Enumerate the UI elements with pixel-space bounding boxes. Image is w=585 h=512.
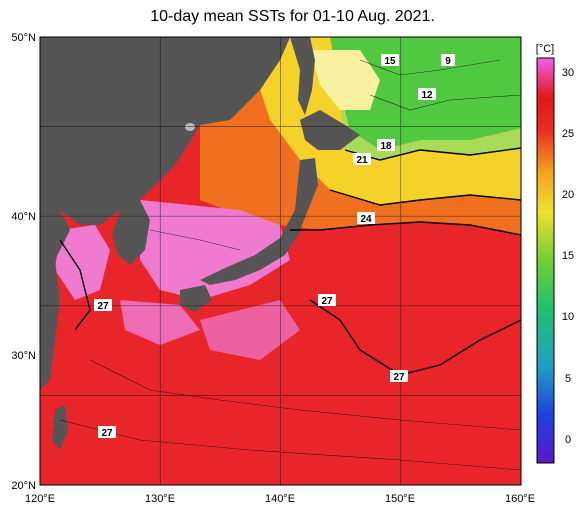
lon-label-120e: 120°E [25,493,55,505]
lat-label-20n: 20°N [11,480,36,492]
contour-label-group: 9 12 15 18 21 24 27 27 27 27 [94,54,455,439]
pale-yellow-region [310,50,380,110]
cool-band-region [340,90,521,160]
lon-label-130e: 130°E [145,493,175,505]
contour-label-18: 18 [380,141,392,152]
colorbar [536,57,555,464]
lat-label-50n: 50°N [11,32,36,44]
contour-label-27-b: 27 [97,301,109,312]
contour-label-12: 12 [421,90,433,101]
land-hokkaido [300,110,360,150]
map-frame [39,36,522,486]
colorbar-tick-10: 10 [562,311,574,323]
colorbar-tick-5: 5 [565,373,571,385]
colorbar-tick-20: 20 [562,189,574,201]
land-small-island [185,123,195,131]
land-taiwan [52,405,68,450]
lon-label-160e: 160°E [505,493,535,505]
contour-label-15: 15 [384,56,396,67]
pink-warm-region-sea-of-japan [140,200,290,300]
land-asia-mainland [40,37,290,225]
contour-21 [329,189,521,206]
map-title: 10-day mean SSTs for 01-10 Aug. 2021. [150,8,435,25]
contour-label-27-a: 27 [321,296,333,307]
colorbar-unit: [°C] [536,43,554,55]
land-kyushu [180,285,212,312]
pink-warm-region-yellow-sea [55,225,110,300]
contour-label-27-c: 27 [393,372,405,383]
colorbar-tick-25: 25 [562,128,574,140]
land-honshu [200,158,318,285]
lat-lon-grid [40,37,521,485]
land-china-coast [40,210,70,390]
lat-label-30n: 30°N [11,350,36,362]
lon-label-150e: 150°E [385,493,415,505]
contour-27-west [59,239,91,331]
contour-24 [290,221,521,236]
colorbar-tick-0: 0 [565,434,571,446]
lat-label-40n: 40°N [11,211,36,223]
lon-label-140e: 140°E [265,493,295,505]
contour-label-24: 24 [360,214,372,225]
contour-label-9: 9 [445,56,451,67]
colorbar-tick-15: 15 [562,250,574,262]
land-sakhalin [290,37,315,115]
colorbar-tick-30: 30 [562,67,574,79]
pink-warm-region-south-japan [200,300,300,360]
contour-label-21: 21 [356,155,368,166]
contour-label-27-d: 27 [101,428,113,439]
